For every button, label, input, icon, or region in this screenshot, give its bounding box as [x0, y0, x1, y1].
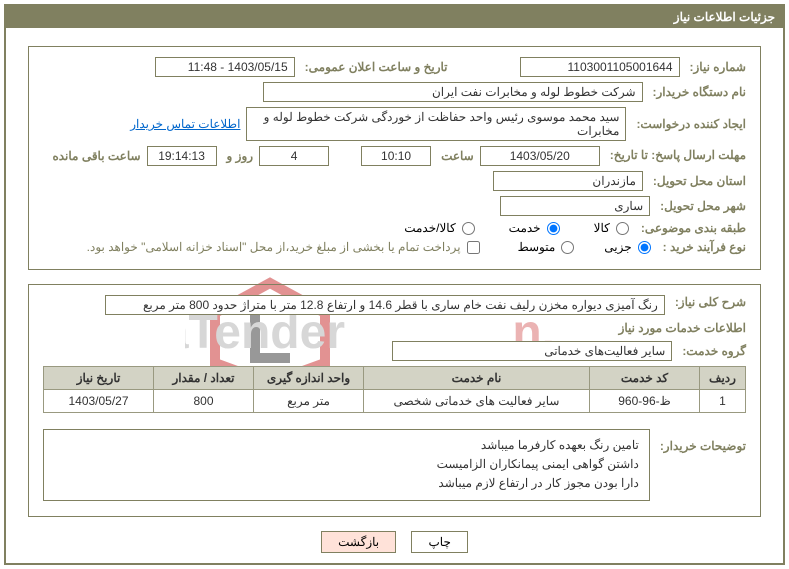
announce-field: 1403/05/15 - 11:48	[155, 57, 295, 77]
buyer-org-field: شرکت خطوط لوله و مخابرات نفت ایران	[263, 82, 643, 102]
table-row: 1 ظ-96-960 سایر فعالیت های خدماتی شخصی م…	[44, 390, 746, 413]
header-title: جزئیات اطلاعات نیاز	[674, 10, 775, 24]
main-container: جزئیات اطلاعات نیاز AriaTender .n شماره …	[4, 4, 785, 565]
back-button[interactable]: بازگشت	[321, 531, 396, 553]
buyer-notes-line3: دارا بودن مجوز کار در ارتفاع لازم میباشد	[54, 474, 639, 493]
button-bar: چاپ بازگشت	[28, 531, 761, 553]
radio-goods[interactable]: کالا	[594, 221, 631, 235]
radio-goods-service-input[interactable]	[462, 222, 475, 235]
row-need-number: شماره نیاز: 1103001105001644 تاریخ و ساع…	[43, 57, 746, 77]
table-header-row: ردیف کد خدمت نام خدمت واحد اندازه گیری ت…	[44, 367, 746, 390]
cell-qty: 800	[154, 390, 254, 413]
radio-goods-input[interactable]	[616, 222, 629, 235]
row-buyer-org: نام دستگاه خریدار: شرکت خطوط لوله و مخاب…	[43, 82, 746, 102]
general-desc-field: رنگ آمیزی دیواره مخزن رلیف نفت خام ساری …	[105, 295, 665, 315]
row-buyer-notes: توضیحات خریدار: تامین رنگ بعهده کارفرما …	[43, 421, 746, 501]
deadline-date-field: 1403/05/20	[480, 146, 600, 166]
subject-class-label: طبقه بندی موضوعی:	[641, 221, 746, 235]
remaining-label: ساعت باقی مانده	[52, 149, 140, 163]
buyer-notes-line1: تامین رنگ بعهده کارفرما میباشد	[54, 436, 639, 455]
deadline-time-field: 10:10	[361, 146, 431, 166]
radio-medium[interactable]: متوسط	[518, 240, 577, 254]
radio-partial-label: جزیی	[604, 240, 631, 254]
city-label: شهر محل تحویل:	[660, 199, 746, 213]
requester-field: سید محمد موسوی رئیس واحد حفاظت از خوردگی…	[246, 107, 626, 141]
th-code: کد خدمت	[590, 367, 700, 390]
cell-name: سایر فعالیت های خدماتی شخصی	[364, 390, 590, 413]
top-panel: شماره نیاز: 1103001105001644 تاریخ و ساع…	[28, 46, 761, 270]
row-requester: ایجاد کننده درخواست: سید محمد موسوی رئیس…	[43, 107, 746, 141]
radio-service-input[interactable]	[547, 222, 560, 235]
row-service-group: گروه خدمت: سایر فعالیت‌های خدماتی	[43, 341, 746, 361]
time-label: ساعت	[441, 149, 474, 163]
radio-service[interactable]: خدمت	[509, 221, 562, 235]
service-group-label: گروه خدمت:	[682, 344, 746, 358]
days-and-label: روز و	[227, 149, 254, 163]
payment-note-label: پرداخت تمام یا بخشی از مبلغ خرید،از محل …	[87, 240, 461, 254]
process-label: نوع فرآیند خرید :	[663, 240, 746, 254]
province-label: استان محل تحویل:	[653, 174, 746, 188]
row-city: شهر محل تحویل: ساری	[43, 196, 746, 216]
row-deadline: مهلت ارسال پاسخ: تا تاریخ: 1403/05/20 سا…	[43, 146, 746, 166]
mid-panel: شرح کلی نیاز: رنگ آمیزی دیواره مخزن رلیف…	[28, 284, 761, 517]
row-province: استان محل تحویل: مازندران	[43, 171, 746, 191]
th-unit: واحد اندازه گیری	[254, 367, 364, 390]
buyer-notes-line2: داشتن گواهی ایمنی پیمانکاران الزامیست	[54, 455, 639, 474]
radio-goods-service-label: کالا/خدمت	[404, 221, 455, 235]
buyer-notes-label: توضیحات خریدار:	[660, 421, 746, 453]
countdown-field: 19:14:13	[147, 146, 217, 166]
checkbox-payment[interactable]: پرداخت تمام یا بخشی از مبلغ خرید،از محل …	[87, 240, 482, 254]
checkbox-payment-input[interactable]	[467, 241, 480, 254]
row-general-desc: شرح کلی نیاز: رنگ آمیزی دیواره مخزن رلیف…	[43, 295, 746, 315]
cell-row: 1	[700, 390, 746, 413]
th-row: ردیف	[700, 367, 746, 390]
th-date: تاریخ نیاز	[44, 367, 154, 390]
th-qty: تعداد / مقدار	[154, 367, 254, 390]
th-name: نام خدمت	[364, 367, 590, 390]
cell-date: 1403/05/27	[44, 390, 154, 413]
province-field: مازندران	[493, 171, 643, 191]
row-process: نوع فرآیند خرید : جزیی متوسط پرداخت تمام…	[43, 240, 746, 254]
services-info-title: اطلاعات خدمات مورد نیاز	[43, 321, 746, 335]
general-desc-label: شرح کلی نیاز:	[675, 295, 746, 309]
deadline-label: مهلت ارسال پاسخ: تا تاریخ:	[610, 148, 746, 164]
requester-label: ایجاد کننده درخواست:	[636, 117, 746, 131]
radio-medium-label: متوسط	[518, 240, 556, 254]
services-table: ردیف کد خدمت نام خدمت واحد اندازه گیری ت…	[43, 366, 746, 413]
radio-service-label: خدمت	[509, 221, 541, 235]
radio-goods-service[interactable]: کالا/خدمت	[404, 221, 476, 235]
buyer-org-label: نام دستگاه خریدار:	[653, 85, 747, 99]
announce-label: تاریخ و ساعت اعلان عمومی:	[305, 60, 448, 74]
service-group-field: سایر فعالیت‌های خدماتی	[392, 341, 672, 361]
panel-header: جزئیات اطلاعات نیاز	[6, 6, 783, 28]
radio-medium-input[interactable]	[561, 241, 574, 254]
contact-link[interactable]: اطلاعات تماس خریدار	[130, 117, 240, 131]
cell-unit: متر مربع	[254, 390, 364, 413]
cell-code: ظ-96-960	[590, 390, 700, 413]
need-number-label: شماره نیاز:	[690, 60, 746, 74]
print-button[interactable]: چاپ	[411, 531, 467, 553]
row-subject-class: طبقه بندی موضوعی: کالا خدمت کالا/خدمت	[43, 221, 746, 235]
days-field: 4	[259, 146, 329, 166]
content-area: AriaTender .n شماره نیاز: 11030011050016…	[6, 28, 783, 563]
need-number-field: 1103001105001644	[520, 57, 680, 77]
radio-partial-input[interactable]	[638, 241, 651, 254]
radio-partial[interactable]: جزیی	[604, 240, 652, 254]
city-field: ساری	[500, 196, 650, 216]
buyer-notes-box: تامین رنگ بعهده کارفرما میباشد داشتن گوا…	[43, 429, 650, 501]
radio-goods-label: کالا	[594, 221, 610, 235]
